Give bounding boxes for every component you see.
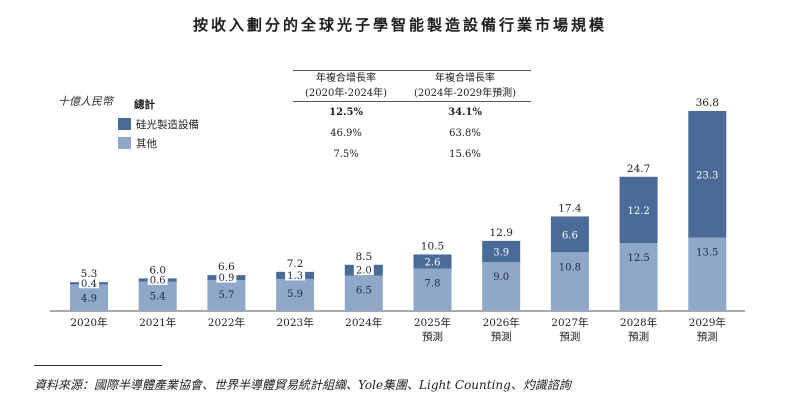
x-tick-label: 預測 — [559, 330, 580, 343]
bar-label-other: 13.5 — [696, 248, 718, 259]
cagr-header-1-line2: (2020年-2024年) — [293, 86, 400, 102]
bar-silicon-photonics — [413, 254, 452, 269]
bar-silicon-photonics — [482, 240, 521, 263]
x-tick-label: 預測 — [697, 330, 718, 343]
bar-total-label: 10.5 — [421, 240, 444, 252]
legend-total-label: 總計 — [134, 99, 155, 111]
bar-label-other: 10.8 — [559, 262, 581, 273]
bar-total-label: 17.4 — [558, 202, 582, 214]
footer-divider — [34, 365, 162, 366]
bar-total-label: 24.7 — [627, 163, 650, 175]
bar-label-silicon-photonics: 12.2 — [627, 206, 649, 217]
unit-label: 十億人民幣 — [58, 95, 113, 108]
cagr-row-total: 12.5% 34.1% — [293, 102, 531, 124]
bar-label-other: 7.8 — [425, 279, 441, 290]
bar-label-other: 12.5 — [627, 253, 649, 264]
bar-label-silicon-photonics: 2.6 — [425, 258, 441, 269]
legend-label-other: 其他 — [136, 137, 157, 150]
cagr-cell: 7.5% — [333, 149, 359, 160]
legend-label-silicon-photonics: 硅光製造設備 — [136, 118, 199, 131]
legend-item-silicon-photonics: 硅光製造設備 — [118, 117, 199, 131]
cagr-header-2-line2: (2024年-2029年預測) — [399, 86, 531, 102]
x-tick-label: 2021年 — [139, 316, 176, 329]
bar-label-box — [79, 277, 99, 289]
legend-swatch-silicon-photonics — [118, 118, 131, 130]
cagr-header-1-line1: 年複合增長率 — [293, 70, 400, 86]
x-tick-label: 2029年 — [689, 316, 726, 329]
bar-total-label: 6.6 — [218, 261, 235, 273]
x-tick-label: 預測 — [422, 330, 443, 343]
bar-label-other: 5.7 — [218, 290, 234, 301]
bar-label-other: 9.0 — [493, 272, 509, 283]
cagr-row-other: 7.5% 15.6% — [293, 144, 531, 165]
bar-label-other: 4.9 — [81, 294, 97, 305]
bar-label-silicon-photonics: 0.9 — [218, 273, 234, 284]
cagr-cell: 12.5% — [329, 107, 363, 118]
bar-other — [413, 268, 452, 311]
bar-other — [138, 281, 177, 311]
x-tick-label: 2026年 — [483, 316, 520, 329]
bar-other — [344, 275, 383, 311]
source-note: 資料來源：國際半導體產業協會、世界半導體貿易統計組織、Yole集團、Light … — [34, 378, 571, 392]
cagr-cell: 15.6% — [449, 149, 481, 160]
x-tick-label: 2023年 — [276, 316, 313, 329]
bar-label-other: 5.4 — [150, 292, 166, 303]
bar-total-label: 6.0 — [149, 264, 166, 276]
legend-item-other: 其他 — [118, 136, 199, 150]
bar-other — [207, 280, 246, 311]
x-tick-label: 預測 — [628, 330, 649, 343]
x-tick-label: 2024年 — [345, 316, 382, 329]
bar-other — [619, 243, 658, 311]
bar-label-silicon-photonics: 23.3 — [696, 170, 718, 181]
bar-label-box — [353, 264, 374, 276]
cagr-table: 年複合增長率 年複合增長率 (2020年-2024年) (2024年-2029年… — [293, 70, 531, 165]
bar-label-other: 5.9 — [287, 289, 303, 300]
bar-total-label: 5.3 — [81, 268, 98, 280]
bar-silicon-photonics — [550, 216, 589, 253]
legend: 硅光製造設備 其他 — [118, 117, 199, 155]
bar-label-box — [147, 274, 168, 286]
bar-label-silicon-photonics: 0.6 — [150, 276, 166, 287]
bar-silicon-photonics — [688, 111, 727, 238]
legend-swatch-other — [118, 137, 131, 149]
bar-label-box — [285, 269, 306, 281]
bar-other — [688, 237, 727, 311]
bar-label-silicon-photonics: 1.3 — [287, 271, 303, 282]
bar-other — [482, 262, 521, 311]
x-tick-label: 預測 — [491, 330, 512, 343]
bar-label-silicon-photonics: 6.6 — [562, 230, 578, 241]
cagr-cell: 34.1% — [448, 107, 482, 118]
bar-label-silicon-photonics: 2.0 — [356, 266, 372, 277]
bar-chart: 4.90.45.32020年5.40.66.02021年5.70.96.6202… — [50, 97, 745, 343]
bar-total-label: 7.2 — [287, 258, 304, 270]
bar-other — [276, 278, 315, 311]
bar-total-label: 12.9 — [490, 227, 513, 239]
bar-label-other: 6.5 — [356, 286, 372, 297]
x-tick-label: 2020年 — [70, 316, 107, 329]
cagr-cell: 46.9% — [330, 128, 362, 139]
cagr-cell: 63.8% — [449, 128, 481, 139]
bar-other — [550, 252, 589, 311]
cagr-header-2-line1: 年複合增長率 — [399, 70, 531, 86]
x-tick-label: 2025年 — [414, 316, 451, 329]
cagr-row-silicon-photonics: 46.9% 63.8% — [293, 123, 531, 144]
bar-label-box — [216, 271, 237, 283]
bar-other — [70, 284, 108, 311]
bar-total-label: 8.5 — [355, 251, 372, 263]
x-tick-label: 2022年 — [208, 316, 245, 329]
chart-title: 按收入劃分的全球光子學智能製造設備行業市場規模 — [192, 16, 607, 34]
bar-silicon-photonics — [619, 176, 658, 244]
bar-total-label: 36.8 — [696, 97, 719, 109]
x-tick-label: 2028年 — [620, 316, 657, 329]
x-tick-label: 2027年 — [551, 316, 588, 329]
bar-label-silicon-photonics: 0.4 — [81, 279, 97, 290]
bar-label-silicon-photonics: 3.9 — [493, 247, 509, 258]
